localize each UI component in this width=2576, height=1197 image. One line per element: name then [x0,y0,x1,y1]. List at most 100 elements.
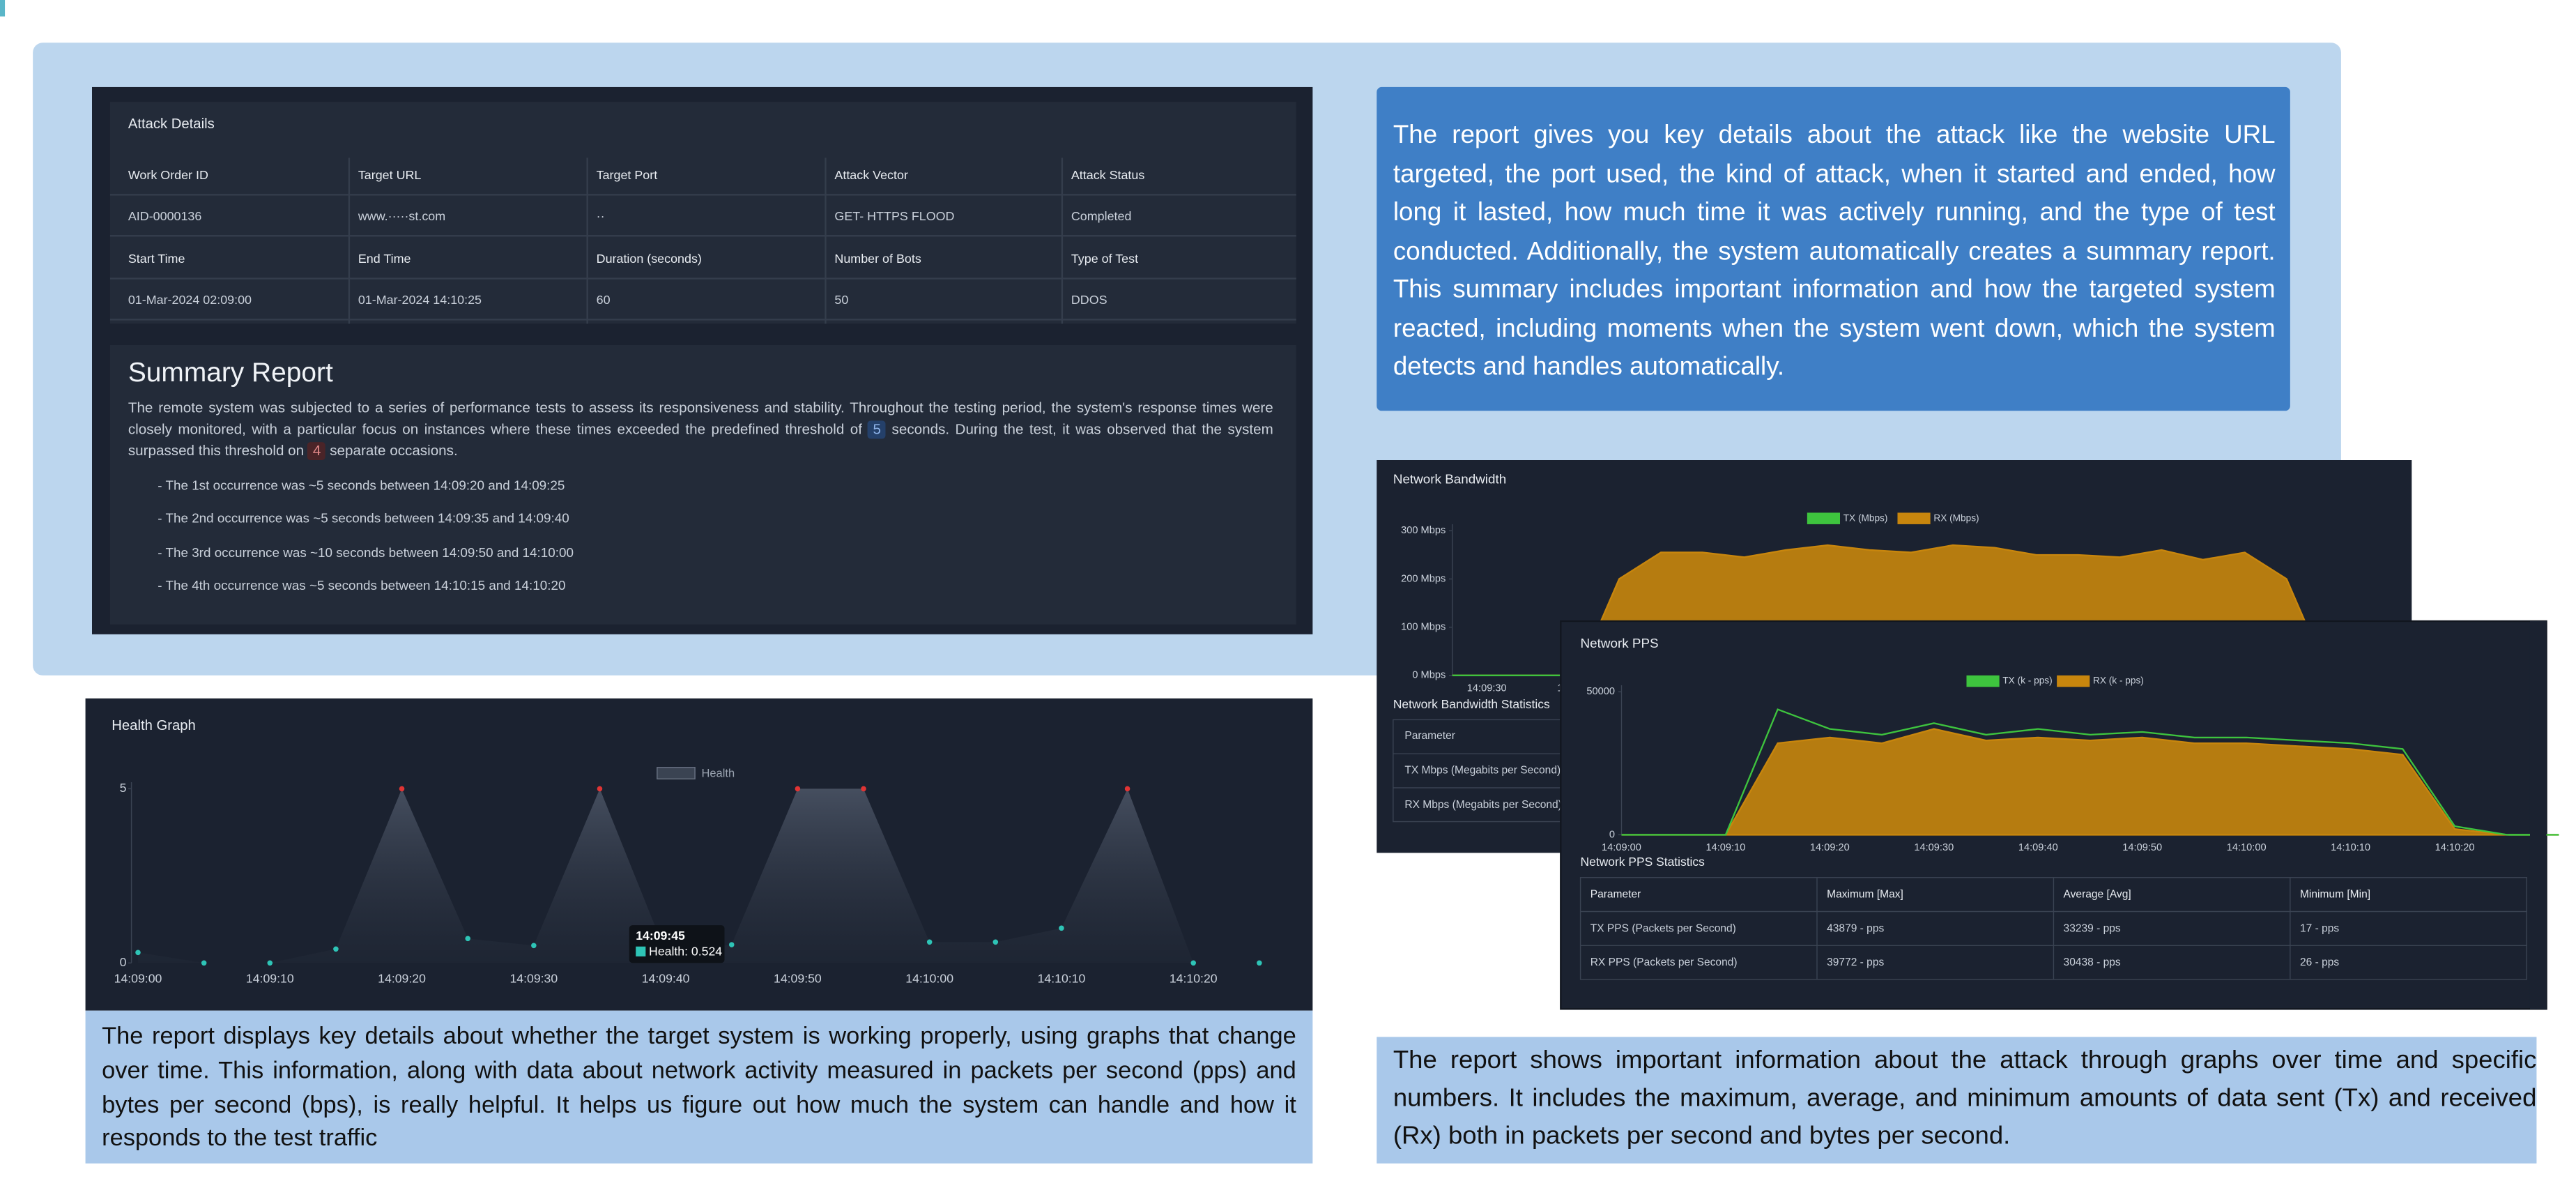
details-panel [109,102,1296,324]
occurrence-item: - The 2nd occurrence was ~5 seconds betw… [158,511,569,527]
health-point [399,786,405,792]
corner-mark [0,0,6,17]
pps-title: Network PPS [1581,636,1659,650]
legend-swatch [2057,675,2090,687]
stats-header: Maximum [Max] [1827,889,1903,901]
row-border [109,235,1296,237]
y-tick-label: 0 Mbps [1412,670,1446,681]
health-point [861,786,866,792]
health-point [1124,786,1130,792]
row-border [109,194,1296,196]
col-border [348,158,351,324]
summary-text-3: separate occasions. [330,442,458,459]
description-text: The report gives you key details about t… [1393,121,2276,381]
x-tick-label: 14:09:20 [378,972,426,986]
health-point [465,936,470,942]
stats-header: Minimum [Min] [2300,889,2370,901]
summary-text-2: seconds. During the test, it was observe… [128,420,1273,459]
table-header: Duration (seconds) [596,251,702,266]
health-point [201,960,207,966]
table-header: Number of Bots [834,251,921,266]
stats-title: Network Bandwidth Statistics [1393,697,1550,711]
table-cell: www.·····st.com [358,208,446,224]
stats-cell: 43879 - pps [1827,922,1884,934]
stats-cell: Parameter [1404,730,1455,742]
x-tick-label: 14:09:00 [114,972,162,986]
summary-text: The remote system was subjected to a ser… [128,397,1273,462]
table-cell: DDOS [1071,292,1107,307]
occurrence-item: - The 4th occurrence was ~5 seconds betw… [158,579,566,594]
table-header: Attack Status [1071,167,1145,183]
stats-cell: TX PPS (Packets per Second) [1590,922,1736,934]
health-point [333,946,339,952]
table-cell: AID-0000136 [128,208,202,224]
x-tick-label: 14:10:00 [2227,842,2267,853]
stats-cell: RX PPS (Packets per Second) [1590,956,1738,968]
x-tick-label: 14:10:10 [1038,972,1086,986]
threshold-badge: 5 [868,420,887,439]
occurrence-item: - The 3rd occurrence was ~10 seconds bet… [158,545,574,561]
tooltip-label: Health: 0.524 [649,945,722,959]
health-point [1257,960,1262,966]
x-tick-label: 14:09:10 [246,972,294,986]
x-tick-label: 14:10:00 [905,972,953,986]
row-border [109,277,1296,280]
col-border [586,158,588,324]
x-tick-label: 14:09:30 [1914,842,1954,853]
legend-swatch [1897,512,1931,524]
table-header: Target URL [358,167,422,183]
tooltip [629,925,725,963]
table-header: End Time [358,251,411,266]
y-tick-label: 5 [120,781,127,795]
rx-area [1621,728,2559,836]
description-box [1377,86,2290,411]
health-point [926,939,933,945]
pps-chart: 0 50000 14:09:00 14:09:10 14:09:20 14:09:30 14… [1579,620,2559,1009]
table-header: Work Order ID [128,167,208,183]
table-cell: 50 [834,292,849,307]
health-point [992,939,999,945]
network-caption-box [1377,1037,2537,1164]
legend-swatch [1966,675,2000,687]
x-tick-label: 14:09:40 [642,972,690,986]
table-cell: 60 [596,292,611,307]
x-tick-label: 14:10:20 [2435,842,2475,853]
health-chart: 0 5 14:09:00 14:09:10 14:09:20 14:09:30 14:09:… [114,767,1262,986]
col-border [1061,158,1064,324]
health-point [795,786,801,792]
x-tick-label: 14:10:10 [2331,842,2370,853]
clip-edge [2529,620,2547,1009]
occurrence-item: - The 1st occurrence was ~5 seconds betw… [158,478,565,494]
tooltip-swatch [636,946,646,956]
details-title: Attack Details [128,114,215,132]
health-point [135,950,141,956]
health-caption-box [85,1010,1313,1164]
health-point [1190,960,1196,966]
stats-cell: TX Mbps (Megabits per Second) [1404,765,1561,777]
health-title: Health Graph [112,718,196,733]
y-tick-label: 100 Mbps [1401,622,1446,633]
stats-cell: 26 - pps [2300,956,2339,968]
stats-header: Parameter [1590,889,1641,901]
col-border [825,158,827,324]
x-tick-label: 14:09:00 [1602,842,1641,853]
health-caption: The report displays key details about wh… [102,1023,1296,1153]
legend-label: RX (k - pps) [2093,676,2144,686]
health-point [728,942,735,947]
y-tick-label: 300 Mbps [1401,525,1446,536]
legend-label: Health [701,768,735,780]
occurrence-badge: 4 [307,442,326,460]
table-cell: GET- HTTPS FLOOD [834,208,955,224]
tx-line [1621,708,2559,836]
table-header: Target Port [596,167,658,183]
health-area [137,788,1259,963]
stats-cell: 39772 - pps [1827,956,1884,968]
summary-panel [109,344,1296,625]
stats-cell: 30438 - pps [2064,956,2121,968]
table-cell: 01-Mar-2024 02:09:00 [128,292,252,307]
y-tick-label: 0 [120,955,127,969]
summary-title: Summary Report [128,358,333,388]
legend-label: TX (k - pps) [2002,676,2052,686]
